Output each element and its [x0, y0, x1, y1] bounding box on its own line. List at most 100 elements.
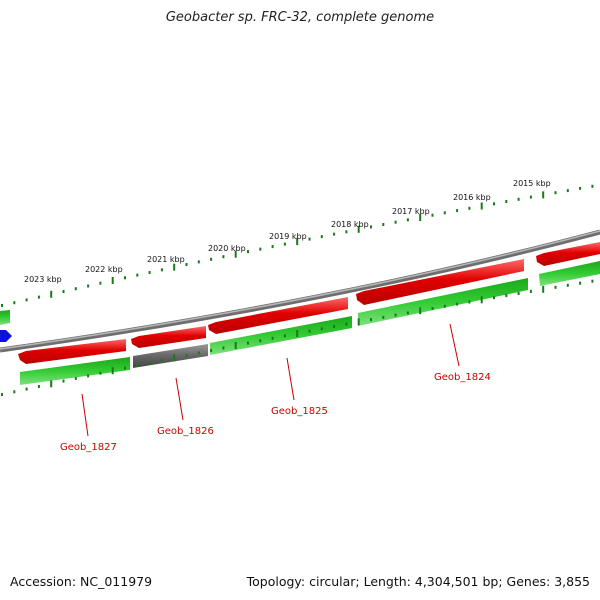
gene-geob-1827-reverse[interactable]	[20, 357, 130, 385]
gene-label-geob-1824[interactable]: Geob_1824	[434, 372, 491, 383]
scale-labels: 2023 kbp 2022 kbp 2021 kbp 2020 kbp 2019…	[24, 179, 551, 284]
outer-tick	[13, 301, 16, 305]
outer-tick	[197, 260, 200, 264]
outer-tick	[99, 281, 102, 285]
inner-tick	[13, 390, 16, 394]
scale-label-2015: 2015 kbp	[513, 179, 551, 188]
inner-tick	[25, 387, 28, 391]
inner-tick	[148, 361, 151, 365]
reverse-strand-genes	[0, 261, 600, 385]
outer-tick	[25, 298, 28, 302]
outer-tick	[382, 223, 385, 226]
outer-tick	[579, 186, 582, 190]
outer-tick	[111, 277, 114, 284]
scale-label-2018: 2018 kbp	[331, 220, 369, 229]
outer-tick	[210, 257, 213, 261]
gene-forward-partial[interactable]	[536, 242, 600, 266]
outer-tick	[185, 263, 188, 266]
outer-tick	[259, 247, 262, 251]
gene-label-geob-1826[interactable]: Geob_1826	[157, 426, 214, 437]
inner-tick	[173, 354, 176, 362]
scale-label-2019: 2019 kbp	[269, 232, 307, 241]
genome-summary: Topology: circular; Length: 4,304,501 bp…	[246, 574, 590, 589]
inner-tick	[283, 334, 286, 338]
genome-backbone	[0, 229, 600, 353]
outer-tick	[394, 220, 397, 224]
inner-tick	[62, 379, 65, 383]
gene-label-geob-1825[interactable]: Geob_1825	[271, 406, 328, 417]
inner-tick	[370, 318, 372, 322]
inner-tick	[566, 283, 569, 287]
outer-tick	[87, 284, 90, 288]
inner-tick	[296, 330, 299, 337]
inner-scale-ticks	[1, 279, 594, 397]
inner-tick	[74, 377, 77, 380]
gene-reverse-partial-left[interactable]	[0, 310, 10, 325]
inner-tick	[37, 385, 40, 388]
inner-tick	[591, 279, 594, 283]
outer-tick	[431, 213, 434, 217]
outer-tick	[505, 200, 508, 203]
inner-tick	[50, 380, 53, 388]
gene-label-leaders	[81, 323, 460, 437]
gene-geob-1826-pseudo[interactable]	[133, 344, 208, 368]
inner-tick	[197, 351, 200, 355]
inner-tick	[505, 294, 508, 298]
outer-tick	[443, 211, 446, 215]
inner-tick	[579, 281, 582, 285]
outer-tick	[136, 273, 139, 277]
outer-tick	[320, 235, 323, 239]
gene-geob-1824-forward[interactable]	[356, 259, 524, 305]
inner-tick	[234, 342, 237, 349]
outer-tick	[554, 191, 557, 195]
gene-geob-1826-forward[interactable]	[131, 326, 206, 348]
inner-tick	[333, 325, 336, 328]
gene-geob-1827-forward[interactable]	[18, 339, 126, 364]
inner-tick	[456, 302, 459, 306]
outer-tick	[124, 276, 126, 280]
inner-tick	[111, 367, 114, 375]
outer-tick	[1, 304, 3, 307]
inner-tick	[419, 307, 422, 315]
inner-tick	[468, 300, 471, 304]
inner-tick	[271, 336, 274, 340]
inner-tick	[222, 346, 225, 350]
scale-label-2022: 2022 kbp	[85, 265, 123, 274]
inner-tick	[345, 322, 348, 326]
forward-strand-genes	[18, 242, 600, 364]
outer-tick	[160, 268, 163, 272]
inner-tick	[210, 348, 213, 352]
inner-tick	[320, 327, 323, 331]
scale-label-2021: 2021 kbp	[147, 255, 185, 264]
outer-tick	[406, 218, 409, 222]
inner-tick	[542, 285, 545, 293]
outer-tick	[148, 271, 151, 274]
gene-label-geob-1827[interactable]: Geob_1827	[60, 442, 117, 453]
inner-tick	[480, 296, 483, 304]
inner-tick	[493, 296, 495, 300]
inner-tick	[247, 341, 249, 345]
inner-tick	[517, 292, 520, 295]
outer-tick	[50, 290, 53, 298]
scale-label-2017: 2017 kbp	[392, 207, 430, 216]
outer-tick	[62, 290, 65, 293]
outer-tick	[296, 238, 299, 246]
inner-tick	[308, 329, 311, 333]
outer-tick	[222, 255, 225, 259]
map-title: Geobacter sp. FRC-32, complete genome	[165, 10, 435, 25]
marker-arrow	[0, 330, 12, 342]
outer-tick	[283, 242, 286, 246]
outer-tick	[333, 232, 336, 236]
inner-tick	[1, 393, 3, 397]
accession-info: Accession: NC_011979	[10, 574, 153, 589]
inner-tick	[394, 313, 397, 317]
outer-tick	[271, 245, 274, 249]
gene-reverse-partial-right[interactable]	[539, 261, 600, 286]
gene-geob-1825-reverse[interactable]	[210, 316, 352, 355]
gene-geob-1825-forward[interactable]	[208, 297, 348, 334]
gene-geob-1824-reverse[interactable]	[358, 278, 528, 326]
inner-tick	[160, 358, 163, 362]
outer-tick	[480, 202, 483, 210]
inner-tick	[382, 315, 385, 319]
